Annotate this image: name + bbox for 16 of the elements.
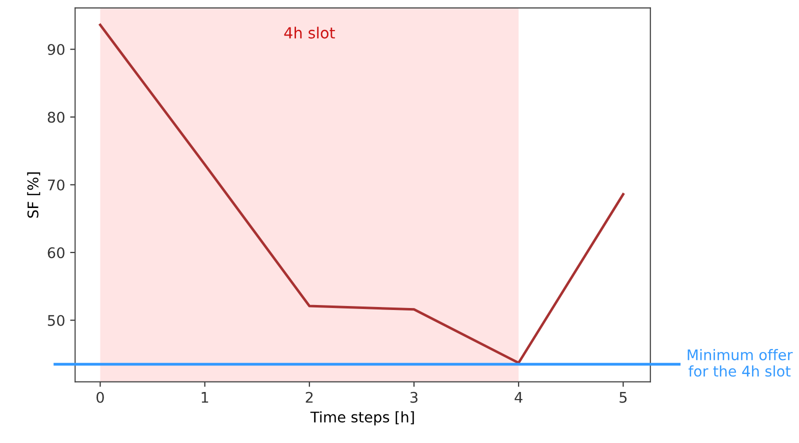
x-tick-label: 2: [306, 392, 313, 403]
x-tick-label: 4: [514, 392, 522, 403]
x-tick-label: 0: [96, 392, 104, 403]
y-axis-title: SF [%]: [27, 172, 40, 218]
ref-line-label: Minimum offer for the 4h slot: [688, 349, 793, 377]
y-tick-label: 90: [48, 44, 64, 56]
line-series: [98, 24, 624, 364]
band-label: 4h slot: [284, 26, 335, 39]
y-tick-label: 70: [48, 179, 64, 191]
x-tick-label: 1: [202, 392, 208, 403]
y-tick-label: 60: [48, 247, 64, 258]
y-tick-label: 80: [48, 112, 64, 123]
x-tick-label: 5: [620, 392, 627, 403]
x-tick-label: 3: [410, 392, 418, 403]
x-axis-title: Time steps [h]: [310, 411, 414, 426]
y-tick-label: 50: [48, 314, 64, 326]
